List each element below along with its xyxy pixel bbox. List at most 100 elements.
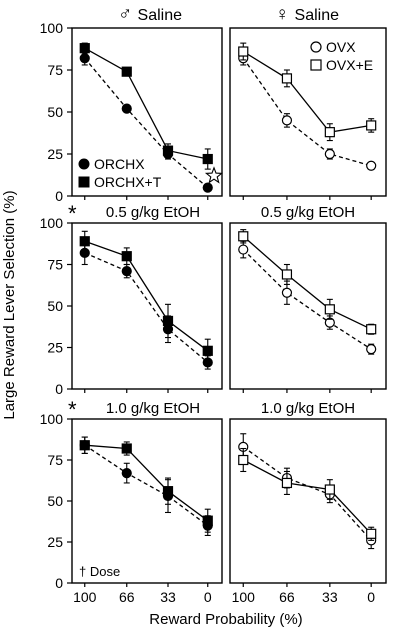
- data-point-square: [202, 153, 213, 165]
- data-point-circle: [121, 468, 132, 479]
- y-tick-label: 25: [47, 146, 63, 162]
- panel-2: 0 25 50 75 100 0.5 g/kg EtOH *: [40, 201, 223, 397]
- series-line: [84, 240, 209, 352]
- legend-label: ORCHX: [94, 156, 145, 172]
- legend-label: ORCHX+T: [94, 174, 162, 190]
- series-line: [242, 249, 372, 350]
- data-point-square: [79, 43, 90, 54]
- panel-1: OVX OVX+E: [229, 27, 387, 200]
- data-point-circle: [238, 244, 249, 255]
- panel-title: 1.0 g/kg EtOH: [261, 400, 355, 417]
- x-tick-label: 33: [322, 589, 338, 605]
- data-point-square: [202, 345, 213, 356]
- x-tick-label: 100: [232, 589, 256, 605]
- sex-symbol: ♀: [275, 4, 295, 25]
- column-header-female: ♀ Saline: [275, 4, 339, 25]
- data-point-square: [121, 66, 132, 77]
- data-point-square: [324, 127, 335, 138]
- legend-marker-square: [310, 59, 322, 71]
- y-tick-label: 0: [55, 575, 63, 591]
- legend-marker-circle: [310, 41, 322, 53]
- y-tick-label: 0: [55, 381, 63, 397]
- data-point-square: [366, 528, 377, 539]
- data-point-circle: [324, 148, 335, 160]
- y-tick-label: 50: [47, 493, 63, 509]
- y-tick-label: 25: [47, 534, 63, 550]
- panel-5: 100 66 33 0 1.0 g/kg EtOH: [229, 400, 387, 605]
- panel-0: 0 25 50 75 100 ORCHX ORCHX+T: [40, 20, 224, 204]
- series-line: [242, 446, 372, 541]
- y-tick-label: 75: [47, 62, 63, 78]
- data-point-circle: [202, 182, 213, 193]
- y-tick-label: 50: [47, 298, 63, 314]
- legend-label: OVX: [326, 39, 356, 55]
- data-point-square: [281, 269, 293, 280]
- column-header-male: ♂ Saline: [118, 4, 182, 25]
- data-point-square: [281, 477, 293, 489]
- y-axis-label: Large Reward Lever Selection (%): [1, 190, 18, 419]
- panel-title: 0.5 g/kg EtOH: [261, 204, 355, 221]
- data-point-circle: [281, 115, 293, 126]
- data-point-square: [79, 236, 90, 247]
- legend-label: OVX+E: [326, 57, 373, 73]
- x-tick-label: 33: [160, 589, 176, 605]
- series-line: [242, 235, 372, 330]
- panel-4: 0 25 50 75 100 100 66 33 0 1.0 g/kg EtOH * † Dose: [40, 397, 223, 605]
- panel-3: 0.5 g/kg EtOH: [229, 204, 387, 393]
- series-line: [242, 57, 372, 167]
- data-point-square: [162, 315, 174, 327]
- x-tick-label: 0: [367, 589, 375, 605]
- panel-frame: [229, 418, 387, 584]
- sex-symbol: ♂: [118, 4, 138, 25]
- data-point-circle: [366, 160, 377, 171]
- panel-frame: [71, 418, 223, 584]
- data-point-circle: [121, 103, 132, 114]
- data-point-circle: [121, 266, 132, 277]
- data-point-circle: [79, 53, 90, 64]
- data-point-square: [121, 251, 132, 262]
- column-header-label: Saline: [138, 7, 183, 24]
- legend-marker-square: [78, 176, 90, 188]
- y-tick-label: 25: [47, 340, 63, 356]
- x-tick-label: 100: [73, 589, 97, 605]
- y-tick-label: 100: [40, 411, 64, 427]
- significance-star: *: [68, 397, 77, 422]
- y-tick-label: 75: [47, 257, 63, 273]
- y-tick-label: 100: [40, 215, 64, 231]
- column-header-label: Saline: [295, 7, 340, 24]
- data-point-square: [238, 231, 249, 242]
- series-line: [84, 252, 209, 363]
- panel-title: 0.5 g/kg EtOH: [106, 204, 200, 221]
- data-point-square: [324, 484, 335, 495]
- y-tick-label: 100: [40, 20, 64, 36]
- series-line: [84, 444, 209, 522]
- significance-star: *: [68, 201, 77, 226]
- panel-frame: [229, 222, 387, 390]
- x-axis-label: Reward Probability (%): [149, 611, 302, 628]
- x-tick-label: 66: [119, 589, 135, 605]
- data-point-square: [121, 443, 132, 454]
- open-star-icon: [204, 166, 224, 184]
- data-point-square: [162, 486, 174, 497]
- series-line: [84, 444, 209, 527]
- panel-title: 1.0 g/kg EtOH: [106, 400, 200, 417]
- data-point-square: [202, 515, 213, 526]
- x-tick-label: 0: [204, 589, 212, 605]
- data-point-square: [366, 120, 377, 131]
- data-point-square: [281, 73, 293, 84]
- panel-frame: [71, 222, 223, 390]
- series-line: [242, 50, 372, 133]
- data-point-square: [238, 46, 249, 57]
- data-point-square: [324, 304, 335, 315]
- y-tick-label: 0: [55, 188, 63, 204]
- series-line: [242, 459, 372, 535]
- series-line: [84, 47, 208, 160]
- panels: 0 25 50 75 100 ORCHX ORCHX+T OVX OVX+E 0 25 50 75 100…: [40, 20, 387, 605]
- data-point-square: [162, 145, 174, 156]
- data-point-circle: [281, 287, 293, 298]
- y-tick-label: 50: [47, 104, 63, 120]
- data-point-square: [366, 324, 377, 335]
- y-tick-label: 75: [47, 452, 63, 468]
- x-tick-label: 66: [279, 589, 295, 605]
